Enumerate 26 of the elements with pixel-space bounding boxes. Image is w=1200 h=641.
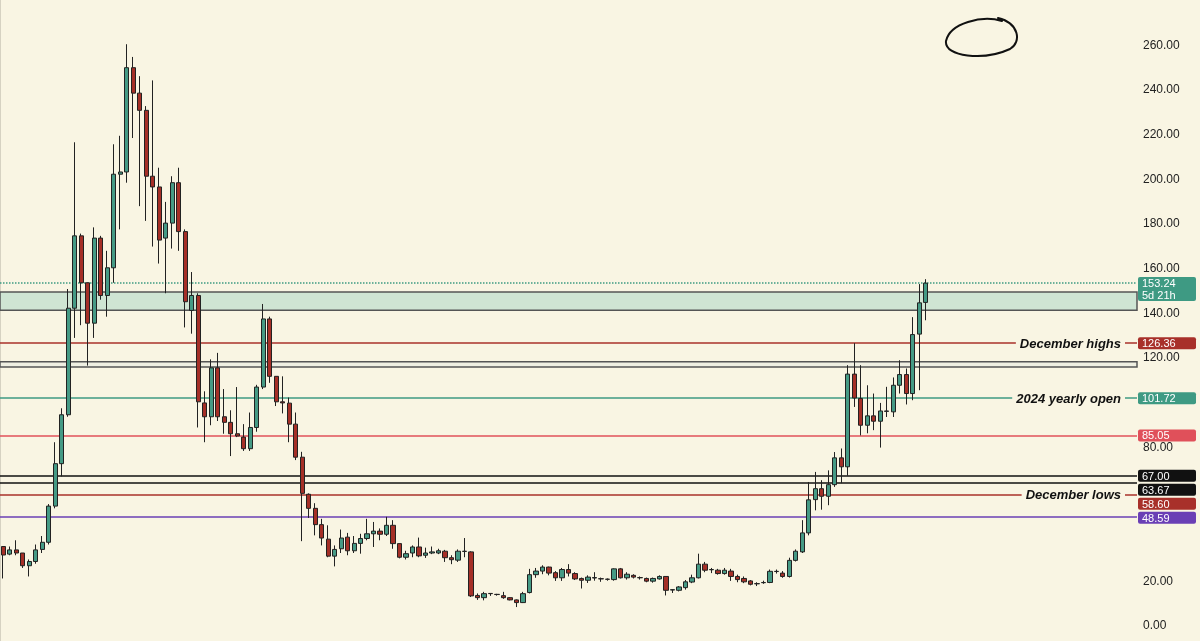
ref-line-label: 48.59 — [1142, 511, 1170, 524]
ref-line-label: 58.60 — [1142, 497, 1170, 510]
y-tick-label: 180.00 — [1143, 216, 1181, 231]
y-tick-label: 260.00 — [1143, 37, 1181, 52]
ref-line-label: 85.05 — [1142, 429, 1170, 442]
ref-line-label: 153.24 — [1142, 277, 1176, 290]
ref-line-label: 126.36 — [1142, 337, 1176, 350]
y-tick-label: 20.00 — [1143, 573, 1174, 588]
y-tick-label: 200.00 — [1143, 171, 1181, 186]
annotation: 2024 yearly open — [1015, 390, 1122, 406]
annotation: December lows — [1025, 486, 1121, 502]
y-tick-label: 120.00 — [1143, 350, 1181, 365]
candlestick — [494, 593, 500, 597]
ref-line-label: 63.67 — [1142, 483, 1170, 496]
y-tick-label: 220.00 — [1143, 127, 1181, 142]
y-tick-label: 160.00 — [1143, 261, 1181, 276]
y-tick-label: 0.00 — [1143, 618, 1167, 633]
y-tick-label: 140.00 — [1143, 305, 1181, 320]
y-tick-label: 80.00 — [1143, 439, 1174, 454]
y-tick-label: 240.00 — [1143, 82, 1181, 97]
annotation: December highs — [1019, 335, 1121, 351]
candlestick — [202, 390, 207, 443]
ref-line-label: 67.00 — [1142, 469, 1170, 482]
ref-line-label: 101.72 — [1142, 392, 1176, 405]
candlestick — [780, 570, 785, 579]
text: 5d 21h — [1142, 289, 1176, 302]
